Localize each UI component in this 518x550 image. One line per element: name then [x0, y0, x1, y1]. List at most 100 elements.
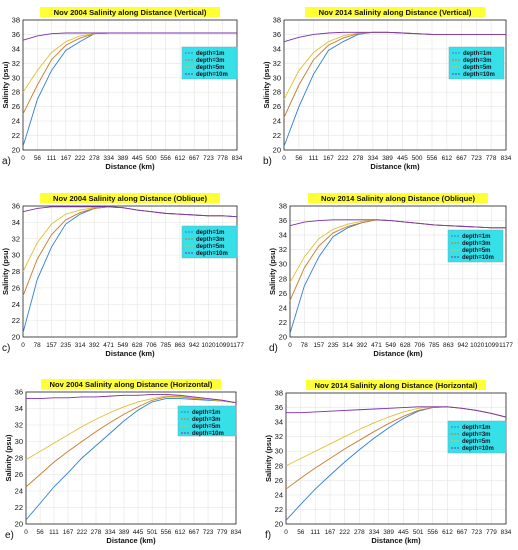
x-tick-label: 0	[21, 155, 25, 162]
y-tick-label: 34	[12, 44, 20, 53]
chart-title: Nov 2004 Salinity along Distance (Obliqu…	[53, 194, 207, 203]
chart-panel-d: 20 22 24 26 28 30 32 34 36 38 0 78 157 235 314 392 471 54…	[268, 193, 513, 358]
y-tick-label: 20	[15, 520, 23, 529]
legend-label: depth=10m	[462, 255, 494, 261]
y-tick-label: 26	[275, 476, 283, 485]
x-tick-label: 0	[284, 529, 288, 536]
x-tick-label: 1099	[485, 342, 500, 349]
x-tick-label: 612	[175, 529, 186, 536]
x-axis-label: Distance (km)	[105, 349, 155, 358]
x-tick-label: 723	[471, 529, 482, 536]
y-tick-label: 38	[12, 16, 20, 25]
x-tick-label: 0	[282, 155, 286, 162]
y-tick-label: 36	[15, 388, 23, 397]
y-tick-label: 36	[12, 202, 20, 211]
series-line-depth=10m	[283, 31, 506, 43]
x-tick-label: 834	[232, 155, 243, 162]
x-tick-label: 314	[342, 342, 353, 349]
x-tick-label: 334	[368, 155, 379, 162]
legend-label: depth=3m	[462, 241, 491, 247]
legend-box	[177, 405, 237, 437]
y-tick-label: 26	[15, 470, 23, 479]
plot-frame	[283, 19, 507, 151]
y-tick-label: 34	[275, 418, 283, 427]
x-tick-label: 157	[46, 342, 57, 349]
legend-label: depth=1m	[192, 410, 221, 416]
chart-title: Nov 2014 Salinity along Distance (Obliqu…	[321, 194, 475, 203]
y-tick-label: 24	[12, 117, 20, 126]
chart-panel-a: 20 22 24 26 28 30 32 34 36 38 0 56 111 167 222 278 334 38…	[1, 7, 243, 171]
x-tick-label: 549	[385, 342, 396, 349]
y-tick-label: 24	[12, 300, 20, 309]
x-tick-label: 863	[443, 342, 454, 349]
title-highlight	[305, 7, 485, 17]
y-tick-label: 32	[279, 245, 287, 254]
y-tick-label: 28	[12, 267, 20, 276]
x-tick-label: 235	[60, 342, 71, 349]
x-tick-label: 78	[301, 342, 309, 349]
legend-label: depth=3m	[196, 58, 225, 64]
y-tick-label: 22	[279, 318, 287, 327]
x-tick-label: 167	[323, 155, 334, 162]
x-tick-label: 78	[34, 342, 42, 349]
x-tick-label: 278	[89, 155, 100, 162]
x-tick-label: 167	[325, 529, 336, 536]
y-tick-label: 28	[12, 88, 20, 97]
x-tick-label: 612	[175, 155, 186, 162]
x-axis-label: Distance (km)	[373, 349, 423, 358]
legend-label: depth=1m	[196, 51, 225, 57]
x-tick-label: 706	[146, 342, 157, 349]
y-tick-label: 36	[279, 216, 287, 225]
x-tick-label: 56	[295, 155, 303, 162]
x-tick-label: 1020	[470, 342, 485, 349]
x-tick-label: 1177	[499, 342, 513, 349]
x-tick-label: 500	[146, 155, 157, 162]
x-tick-label: 549	[117, 342, 128, 349]
panel-label: b)	[263, 156, 272, 167]
y-axis-label: Salinity (psu)	[4, 434, 13, 482]
x-tick-label: 834	[501, 529, 512, 536]
y-axis-label: Salinity (psu)	[262, 61, 271, 109]
panel-label: e)	[5, 530, 14, 541]
legend-label: depth=5m	[196, 65, 225, 71]
series-line-depth=10m	[26, 394, 237, 404]
panel-label: d)	[269, 343, 278, 354]
x-tick-label: 667	[189, 529, 200, 536]
y-axis-label: Salinity (psu)	[264, 434, 273, 482]
y-tick-label: 22	[12, 316, 20, 325]
y-tick-label: 34	[279, 231, 287, 240]
x-tick-label: 834	[231, 529, 242, 536]
x-tick-label: 778	[486, 155, 497, 162]
plot-frame	[289, 205, 507, 338]
x-tick-label: 334	[369, 529, 380, 536]
x-tick-label: 628	[400, 342, 411, 349]
x-tick-label: 863	[175, 342, 186, 349]
y-tick-label: 24	[273, 117, 281, 126]
x-tick-label: 278	[91, 529, 102, 536]
x-tick-label: 501	[147, 529, 158, 536]
legend-label: depth=10m	[192, 431, 224, 437]
x-tick-label: 667	[189, 155, 200, 162]
legend-label: depth=5m	[192, 424, 221, 430]
y-tick-label: 30	[12, 251, 20, 260]
x-tick-label: 445	[398, 529, 409, 536]
x-axis-label: Distance (km)	[371, 536, 421, 545]
x-tick-label: 334	[105, 529, 116, 536]
y-tick-label: 30	[12, 73, 20, 82]
y-tick-label: 32	[15, 421, 23, 430]
x-tick-label: 778	[217, 155, 228, 162]
x-tick-label: 556	[161, 529, 172, 536]
y-tick-label: 28	[273, 88, 281, 97]
y-tick-label: 32	[273, 59, 281, 68]
x-tick-label: 445	[397, 155, 408, 162]
x-tick-label: 167	[63, 529, 74, 536]
y-tick-label: 36	[12, 30, 20, 39]
title-highlight	[40, 7, 220, 17]
y-tick-label: 26	[12, 102, 20, 111]
legend-label: depth=5m	[462, 439, 491, 445]
series-line-depth=1m	[22, 206, 238, 334]
title-highlight	[308, 193, 488, 203]
legend-label: depth=5m	[462, 248, 491, 254]
legend-label: depth=1m	[462, 425, 491, 431]
